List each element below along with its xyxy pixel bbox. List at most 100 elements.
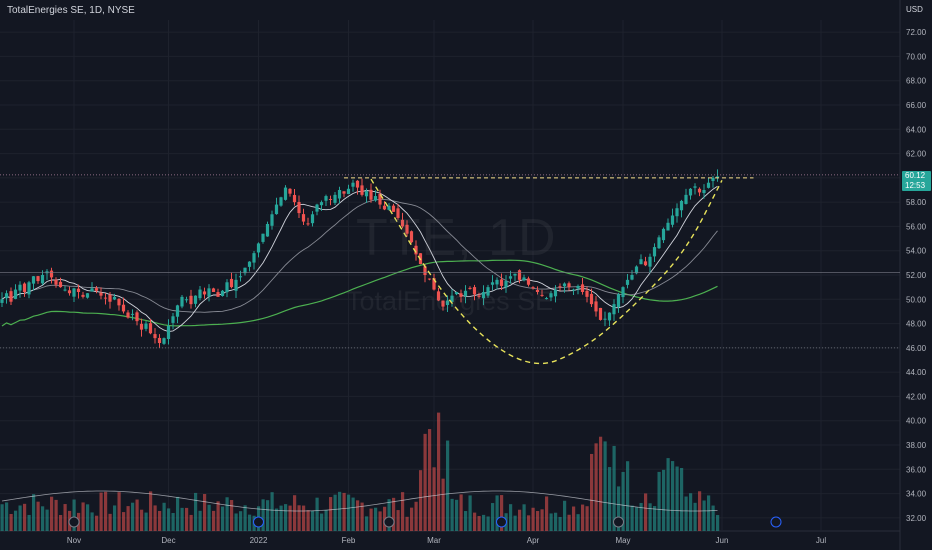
volume-bar (324, 509, 328, 531)
candle-body (657, 237, 661, 249)
candle-body (31, 276, 36, 284)
candle-body (378, 193, 382, 205)
candle-body (189, 295, 193, 305)
candle-body (135, 312, 139, 322)
candle-body (540, 294, 544, 296)
candle-body (49, 270, 54, 278)
candle-body (576, 285, 580, 289)
volume-bar (140, 509, 144, 531)
y-tick-label: 64.00 (906, 125, 927, 134)
candle-body (625, 279, 630, 285)
volume-bar (221, 506, 225, 531)
candle-body (180, 296, 184, 307)
volume-bar (36, 501, 40, 531)
volume-bar (342, 492, 346, 531)
volume-bar (95, 515, 99, 531)
volume-bar (671, 461, 675, 531)
volume-bar (599, 436, 603, 531)
candle-body (117, 298, 121, 306)
candle-body (261, 233, 265, 242)
candle-body (648, 256, 652, 267)
volume-bar (630, 505, 634, 531)
volume-bar (405, 516, 409, 531)
volume-bar (545, 496, 549, 531)
candle-body (238, 276, 243, 278)
volume-bar (275, 508, 279, 531)
volume-bar (441, 478, 445, 531)
volume-bar (716, 515, 720, 531)
candle-body (346, 188, 351, 195)
candle-body (342, 191, 346, 194)
candle-body (63, 289, 67, 291)
candle-body (580, 284, 585, 292)
x-tick-label: Apr (527, 536, 540, 545)
candle-body (486, 287, 490, 296)
candle-body (0, 299, 4, 303)
volume-bar (374, 507, 378, 531)
candle-body (702, 190, 706, 194)
candle-body (234, 279, 238, 291)
volume-bar (99, 492, 103, 531)
volume-bar (50, 496, 54, 531)
volume-bar (347, 494, 351, 531)
candle-body (198, 289, 202, 299)
candle-body (207, 288, 211, 297)
candle-body (288, 188, 292, 194)
y-tick-label: 70.00 (906, 52, 927, 61)
volume-bar (468, 495, 472, 531)
candle-body (504, 281, 508, 288)
candle-body (477, 295, 481, 297)
candle-body (661, 228, 666, 241)
candle-body (292, 195, 297, 203)
candle-body (481, 292, 486, 299)
chart-title[interactable]: TotalEnergies SE, 1D, NYSE (7, 5, 135, 16)
y-tick-label: 54.00 (906, 247, 927, 256)
candle-body (153, 334, 157, 339)
candle-body (108, 294, 112, 302)
candle-body (432, 278, 436, 290)
candle-body (9, 291, 13, 302)
candle-body (549, 293, 553, 298)
volume-bar (122, 512, 126, 531)
volume-bar (369, 508, 373, 531)
y-tick-label: 58.00 (906, 198, 927, 207)
candle-body (706, 182, 711, 188)
volume-bar (176, 496, 180, 531)
candle-body (621, 287, 625, 298)
candle-body (4, 293, 9, 299)
candle-body (90, 288, 94, 292)
y-tick-label: 48.00 (906, 320, 927, 329)
volume-bar (522, 504, 526, 531)
volume-bar (81, 502, 85, 531)
y-tick-label: 44.00 (906, 368, 927, 377)
candle-body (166, 326, 171, 340)
volume-bar (212, 510, 216, 531)
y-tick-label: 46.00 (906, 344, 927, 353)
volume-bar (666, 458, 670, 531)
candle-body (517, 270, 522, 280)
volume-bar (594, 443, 598, 531)
candle-body (319, 202, 324, 206)
candle-body (175, 305, 180, 317)
volume-bar (63, 504, 67, 531)
volume-bar (621, 471, 625, 531)
y-tick-label: 36.00 (906, 465, 927, 474)
candle-body (40, 275, 45, 284)
volume-bar (608, 467, 612, 531)
candle-body (594, 301, 598, 312)
candle-body (445, 300, 450, 306)
volume-bar (536, 511, 540, 531)
y-tick-label: 72.00 (906, 28, 927, 37)
volume-bar (329, 497, 333, 531)
candle-body (139, 323, 144, 330)
volume-bar (333, 494, 337, 531)
candle-body (355, 180, 360, 188)
candle-body (562, 283, 567, 287)
volume-bar (423, 433, 427, 531)
candle-body (643, 261, 648, 266)
volume-bar (477, 516, 481, 531)
candle-body (409, 231, 414, 243)
volume-bar (495, 495, 499, 531)
